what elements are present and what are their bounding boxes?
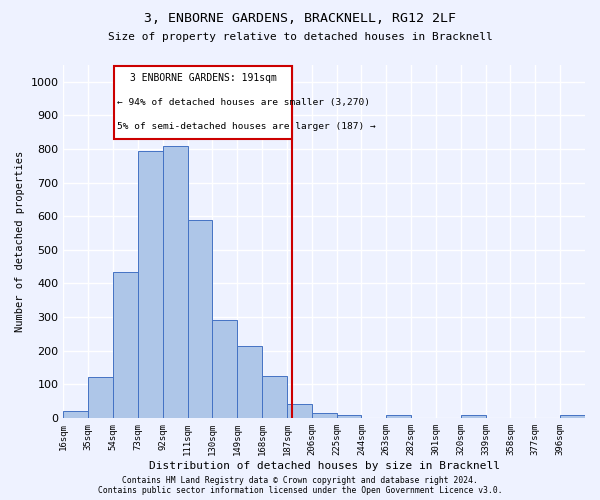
FancyBboxPatch shape — [115, 66, 292, 139]
Text: 3, ENBORNE GARDENS, BRACKNELL, RG12 2LF: 3, ENBORNE GARDENS, BRACKNELL, RG12 2LF — [144, 12, 456, 26]
Text: ← 94% of detached houses are smaller (3,270): ← 94% of detached houses are smaller (3,… — [118, 98, 370, 107]
Text: 3 ENBORNE GARDENS: 191sqm: 3 ENBORNE GARDENS: 191sqm — [130, 73, 277, 83]
Bar — [163, 146, 188, 418]
Bar — [188, 220, 212, 418]
Bar — [212, 320, 237, 418]
Bar — [138, 152, 163, 418]
Bar — [64, 411, 88, 418]
Text: 5% of semi-detached houses are larger (187) →: 5% of semi-detached houses are larger (1… — [118, 122, 376, 131]
Text: Contains HM Land Registry data © Crown copyright and database right 2024.: Contains HM Land Registry data © Crown c… — [122, 476, 478, 485]
Text: Contains public sector information licensed under the Open Government Licence v3: Contains public sector information licen… — [98, 486, 502, 495]
Bar — [386, 414, 411, 418]
Bar — [262, 376, 287, 418]
Bar — [312, 413, 337, 418]
Bar — [287, 404, 312, 418]
Bar — [461, 415, 485, 418]
Bar — [237, 346, 262, 418]
Bar — [113, 272, 138, 418]
Bar — [337, 414, 361, 418]
Text: Size of property relative to detached houses in Bracknell: Size of property relative to detached ho… — [107, 32, 493, 42]
Y-axis label: Number of detached properties: Number of detached properties — [15, 151, 25, 332]
Bar — [88, 377, 113, 418]
Bar — [560, 415, 585, 418]
X-axis label: Distribution of detached houses by size in Bracknell: Distribution of detached houses by size … — [149, 460, 500, 470]
